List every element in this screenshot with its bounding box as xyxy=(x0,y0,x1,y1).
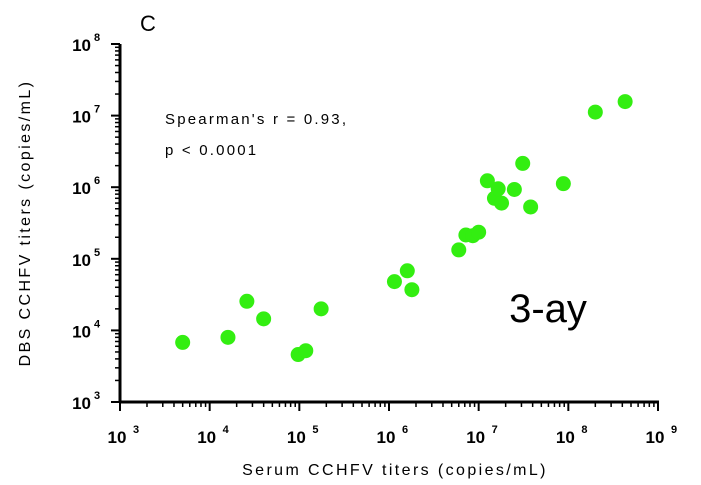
x-tick-exponent: 4 xyxy=(223,424,230,436)
data-point xyxy=(451,242,467,258)
x-tick-label: 10 xyxy=(197,428,216,447)
data-point xyxy=(256,311,272,327)
data-point xyxy=(386,274,402,290)
x-tick-exponent: 9 xyxy=(671,424,677,436)
data-point xyxy=(555,176,571,192)
data-point xyxy=(404,282,420,298)
data-point xyxy=(298,343,314,359)
y-axis-title: DBS CCHFV titers (copies/mL) xyxy=(17,80,34,367)
data-point xyxy=(479,173,495,189)
y-tick-exponent: 6 xyxy=(94,175,100,187)
y-tick-label: 10 xyxy=(72,251,91,270)
spearman-annotation-line-2: p < 0.0001 xyxy=(165,142,258,159)
overlay-label: 3-ay xyxy=(509,287,587,331)
y-tick-exponent: 8 xyxy=(94,32,100,44)
y-tick-exponent: 5 xyxy=(94,247,100,259)
data-point xyxy=(494,195,510,211)
data-point xyxy=(523,199,539,215)
x-tick-exponent: 8 xyxy=(581,424,587,436)
ticks: 10 3 10 4 10 5 10 6 10 7 10 8 10 910 310 410 510 610 710 8 xyxy=(72,32,677,447)
data-point xyxy=(506,181,522,197)
x-tick-label: 10 xyxy=(108,428,127,447)
y-tick-exponent: 4 xyxy=(94,318,101,330)
x-tick-exponent: 3 xyxy=(133,424,139,436)
data-point xyxy=(617,94,633,110)
y-tick-exponent: 3 xyxy=(94,390,100,402)
y-tick-label: 10 xyxy=(72,322,91,341)
x-axis-title: Serum CCHFV titers (copies/mL) xyxy=(242,462,548,479)
x-tick-exponent: 7 xyxy=(492,424,498,436)
axes xyxy=(118,44,659,404)
spearman-annotation-line-1: Spearman's r = 0.93, xyxy=(165,111,348,128)
data-point xyxy=(220,329,236,345)
y-tick-label: 10 xyxy=(72,394,91,413)
data-point xyxy=(313,301,329,317)
data-points xyxy=(175,94,633,363)
data-point xyxy=(175,334,191,350)
y-tick-label: 10 xyxy=(72,179,91,198)
data-point xyxy=(490,181,506,197)
y-tick-label: 10 xyxy=(72,36,91,55)
data-point xyxy=(471,224,487,240)
x-tick-label: 10 xyxy=(646,428,665,447)
data-point xyxy=(239,293,255,309)
x-tick-label: 10 xyxy=(556,428,575,447)
data-point xyxy=(399,263,415,279)
y-tick-label: 10 xyxy=(72,108,91,127)
x-tick-label: 10 xyxy=(377,428,396,447)
data-point xyxy=(587,104,603,120)
x-tick-exponent: 6 xyxy=(402,424,408,436)
x-tick-exponent: 5 xyxy=(312,424,318,436)
data-point xyxy=(515,155,531,171)
panel-label: C xyxy=(140,11,156,36)
x-tick-label: 10 xyxy=(466,428,485,447)
x-tick-label: 10 xyxy=(287,428,306,447)
y-tick-exponent: 7 xyxy=(94,104,100,116)
